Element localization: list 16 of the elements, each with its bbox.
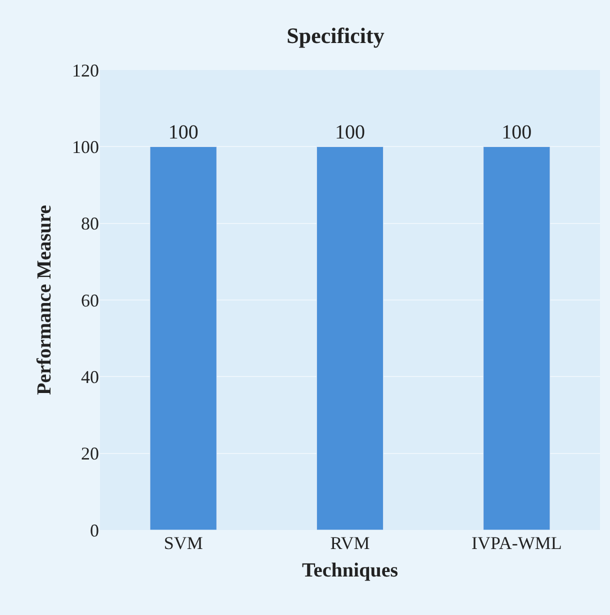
y-axis-title: Performance Measure: [34, 204, 56, 396]
x-tick-label: SVM: [164, 533, 203, 553]
x-tick-label: IVPA-WML: [472, 533, 562, 553]
data-label: 100: [168, 122, 198, 144]
x-tick-label: RVM: [330, 533, 370, 553]
y-tick-label: 40: [81, 366, 99, 387]
y-tick-label: 0: [90, 520, 99, 540]
y-tick-label: 20: [81, 444, 99, 464]
y-tick-label: 100: [72, 136, 99, 157]
x-axis-title: Techniques: [302, 560, 398, 582]
data-label: 100: [335, 122, 365, 144]
y-tick-label: 120: [72, 60, 99, 80]
y-tick-label: 60: [81, 290, 99, 310]
data-label: 100: [502, 122, 532, 144]
chart-title: Specificity: [286, 23, 384, 48]
y-tick-label: 80: [81, 214, 99, 234]
